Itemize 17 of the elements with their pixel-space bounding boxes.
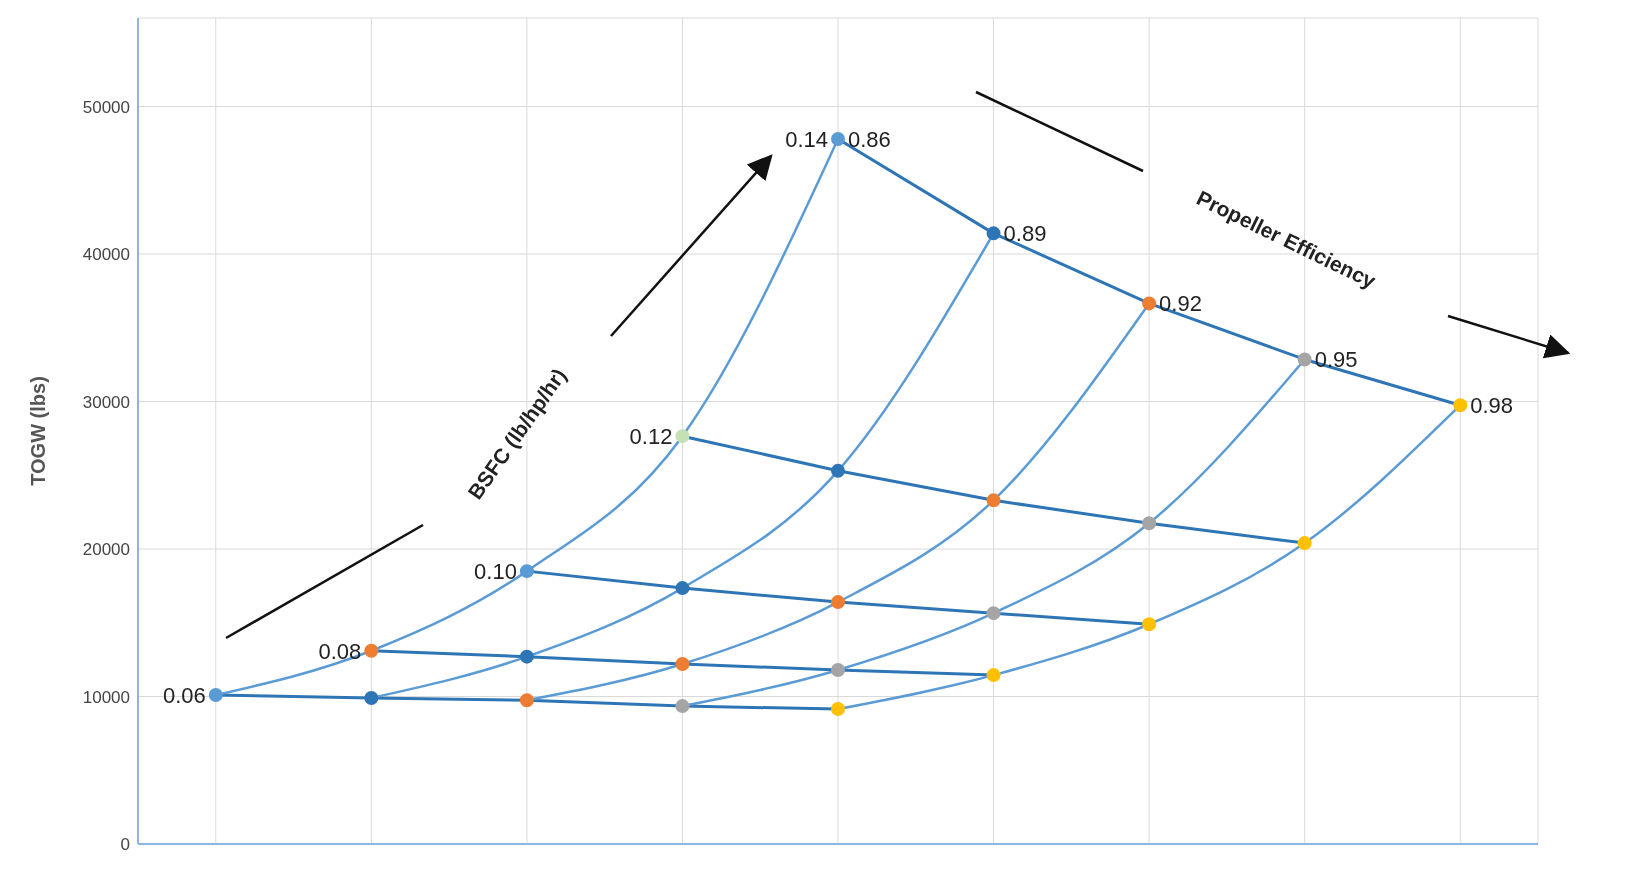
- y-axis-title: TOGW (lbs): [27, 376, 50, 486]
- series-label: 0.12: [629, 424, 673, 450]
- series-label: 0.92: [1159, 291, 1202, 317]
- y-tick-label: 50000: [82, 97, 130, 117]
- y-tick-label: 10000: [82, 687, 130, 707]
- y-tick-label: 0: [120, 835, 130, 855]
- y-tick-label: 30000: [82, 392, 130, 412]
- series-label: 0.14: [785, 126, 828, 152]
- series-label: 0.06: [162, 683, 206, 709]
- series-label: 0.86: [848, 126, 891, 152]
- series-label: 0.10: [474, 559, 517, 585]
- y-tick-label: 20000: [82, 540, 130, 560]
- y-tick-label: 40000: [82, 245, 130, 265]
- series-label: 0.95: [1314, 347, 1358, 373]
- series-label: 0.89: [1003, 221, 1047, 247]
- series-label: 0.08: [318, 638, 362, 664]
- series-label: 0.98: [1470, 393, 1514, 419]
